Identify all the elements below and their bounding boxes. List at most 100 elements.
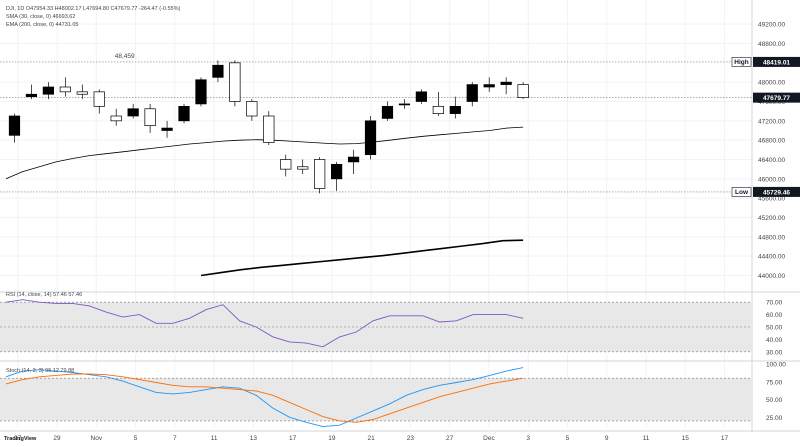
- price-tick-label: 45200.00: [758, 215, 785, 222]
- stoch-d-line[interactable]: [5, 373, 524, 423]
- low-value: 45729.46: [763, 189, 790, 196]
- candle[interactable]: [483, 77, 495, 92]
- candle[interactable]: [500, 77, 512, 95]
- stoch-k-line[interactable]: [5, 367, 524, 428]
- price-tick-label: 48800.00: [758, 41, 785, 48]
- last-value: 47679.77: [763, 95, 790, 102]
- price-tick-label: 44000.00: [758, 273, 785, 280]
- candle[interactable]: [398, 99, 411, 109]
- candle[interactable]: [466, 82, 478, 107]
- candle[interactable]: [229, 60, 241, 107]
- candle[interactable]: [246, 99, 258, 121]
- time-tick-label: 27: [14, 435, 22, 442]
- candle[interactable]: [280, 154, 292, 177]
- high-value: 48419.01: [763, 59, 790, 66]
- candle[interactable]: [42, 82, 54, 100]
- price-tick-label: 46000.00: [758, 176, 785, 183]
- candle-body: [195, 79, 207, 105]
- time-tick-label: 7: [173, 435, 177, 442]
- rsi-tick-label: 70.00: [766, 300, 783, 307]
- candle[interactable]: [161, 120, 173, 138]
- candle[interactable]: [331, 161, 343, 191]
- ema-line[interactable]: [200, 239, 524, 277]
- candle[interactable]: [347, 149, 360, 174]
- candle-body: [229, 62, 241, 102]
- ema-legend[interactable]: EMA (200, close, 0) 44731.05: [6, 22, 79, 28]
- time-tick-label: 17: [721, 435, 729, 442]
- candle[interactable]: [144, 103, 156, 133]
- time-tick-label: 11: [211, 435, 218, 442]
- stochastic-pane[interactable]: [0, 367, 752, 428]
- axes: 49200.0048800.0048000.0047600.0047200.00…: [14, 22, 800, 442]
- candle[interactable]: [212, 60, 224, 83]
- stoch-tick-label: 100.00: [766, 362, 786, 369]
- symbol-legend[interactable]: DJI, 1D O47954.33 H48002.17 L47694.80 C4…: [6, 6, 181, 12]
- candle[interactable]: [449, 96, 461, 119]
- candle-body: [42, 86, 54, 95]
- candle-body: [110, 115, 122, 122]
- time-tick-label: Dec: [483, 435, 495, 442]
- time-tick-label: 3: [526, 435, 530, 442]
- candle-body: [246, 101, 258, 117]
- time-tick-label: 9: [605, 435, 609, 442]
- sma-legend[interactable]: SMA (30, close, 0) 46693.62: [6, 14, 76, 20]
- rsi-tick-label: 50.00: [766, 325, 783, 332]
- candle[interactable]: [297, 159, 309, 175]
- price-tick-label: 48000.00: [758, 80, 785, 87]
- stoch-tick-label: 50.00: [766, 397, 783, 404]
- candle[interactable]: [110, 108, 122, 126]
- candle[interactable]: [127, 103, 139, 119]
- candle[interactable]: [517, 82, 529, 100]
- rsi-tick-label: 40.00: [766, 337, 783, 344]
- price-tick-label: 49200.00: [758, 22, 785, 29]
- rsi-legend[interactable]: RSI (14, close, 14) 57.46 57.46: [6, 292, 83, 298]
- candle[interactable]: [364, 116, 377, 160]
- candle-body: [331, 163, 343, 180]
- stoch-band: [0, 378, 752, 421]
- rsi-tick-label: 60.00: [766, 312, 783, 319]
- stoch-legend[interactable]: Stoch (14, 3, 3) 95.12 79.88: [6, 368, 75, 374]
- candle-body: [466, 84, 478, 102]
- candle-body: [144, 108, 156, 127]
- candle-body: [432, 105, 444, 114]
- candle[interactable]: [93, 89, 105, 114]
- candle-body: [500, 81, 512, 85]
- candle[interactable]: [415, 89, 427, 104]
- last-flag: [753, 92, 800, 103]
- candle-body: [483, 84, 495, 88]
- time-tick-label: 29: [53, 435, 61, 442]
- candle[interactable]: [432, 91, 444, 116]
- rsi-tick-label: 30.00: [766, 349, 783, 356]
- candle[interactable]: [314, 157, 326, 194]
- time-tick-label: 11: [643, 435, 650, 442]
- time-tick-label: 27: [446, 435, 454, 442]
- candle[interactable]: [8, 113, 21, 143]
- candle-body: [93, 91, 105, 107]
- price-tick-label: 44400.00: [758, 254, 785, 261]
- candle[interactable]: [381, 101, 394, 121]
- candle[interactable]: [59, 77, 71, 97]
- candle-body: [314, 159, 326, 189]
- candle[interactable]: [195, 77, 207, 107]
- price-tick-label: 46800.00: [758, 138, 785, 145]
- candle-body: [8, 115, 21, 136]
- candle-body: [263, 115, 275, 143]
- low-label-box: [731, 187, 752, 197]
- time-tick-label: Nov: [91, 435, 103, 442]
- candle[interactable]: [25, 84, 38, 100]
- candle[interactable]: [178, 103, 190, 124]
- candle-body: [347, 156, 360, 163]
- candle-body: [449, 105, 461, 114]
- candle[interactable]: [76, 84, 88, 100]
- rsi-line[interactable]: [5, 299, 524, 348]
- main-price-pane[interactable]: 48,459: [0, 53, 752, 277]
- time-tick-label: 13: [250, 435, 258, 442]
- low-label: Low: [735, 189, 749, 196]
- candle[interactable]: [263, 111, 275, 145]
- tradingview-logo: TradingView: [4, 436, 37, 442]
- rsi-pane[interactable]: [0, 299, 752, 353]
- candle-body: [297, 166, 309, 170]
- candle-body: [381, 105, 394, 119]
- price-tick-label: 45600.00: [758, 196, 785, 203]
